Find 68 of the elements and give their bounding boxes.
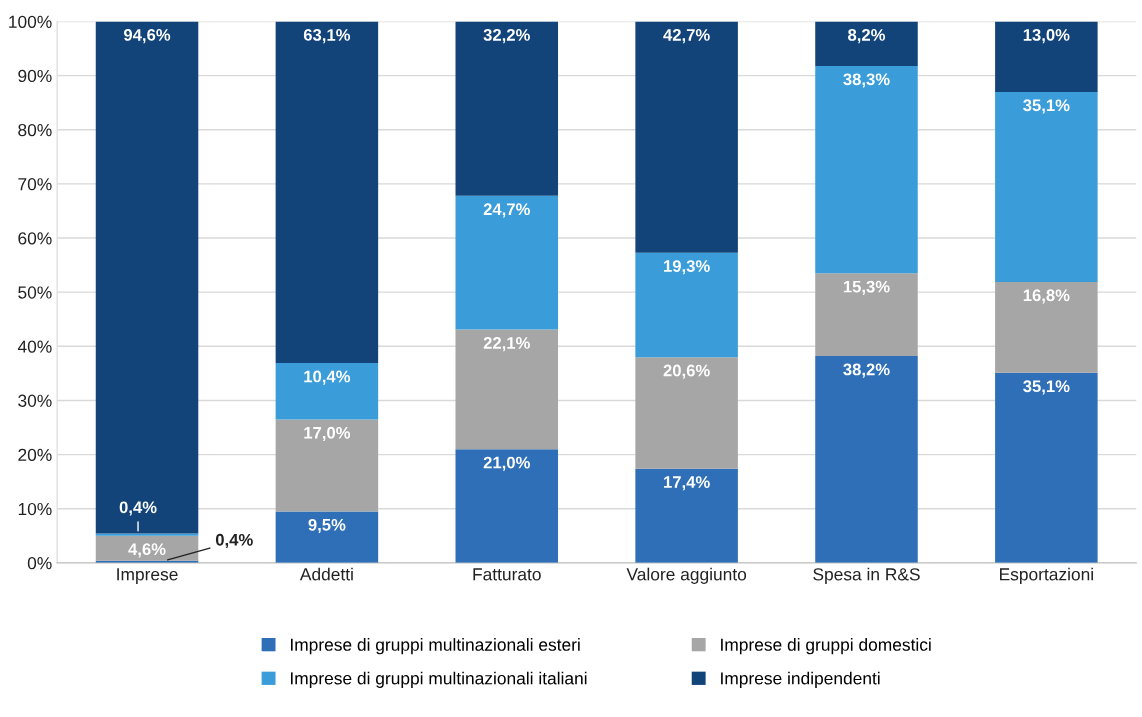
data-label: 16,8% xyxy=(1023,289,1070,304)
bar xyxy=(635,468,738,563)
bar xyxy=(275,21,379,364)
data-label: 13,0% xyxy=(1023,28,1070,44)
bar xyxy=(95,21,199,534)
bar xyxy=(995,91,1098,282)
y-tick-label: 10% xyxy=(18,502,52,516)
data-label: 38,2% xyxy=(843,363,890,378)
y-tick-label: 100% xyxy=(9,15,52,28)
data-label: 15,3% xyxy=(843,280,890,295)
legend-label: Imprese indipendenti xyxy=(721,671,880,688)
bar xyxy=(455,21,559,196)
data-label: 24,7% xyxy=(483,203,530,218)
data-label: 32,2% xyxy=(483,28,530,44)
data-label: 21,0% xyxy=(483,456,530,471)
x-tick-label: Esportazioni xyxy=(1000,567,1093,584)
y-tick-label: 50% xyxy=(18,286,52,299)
x-tick-label: Imprese xyxy=(117,568,178,584)
y-tick-label: 80% xyxy=(18,123,52,137)
bar xyxy=(275,419,379,512)
data-label: 17,4% xyxy=(664,476,710,491)
data-label: 63,1% xyxy=(303,28,351,44)
data-label: 22,1% xyxy=(483,337,530,352)
bar xyxy=(95,533,199,536)
data-label: 10,4% xyxy=(304,370,351,385)
y-tick-label: 90% xyxy=(18,69,52,83)
bar xyxy=(635,21,738,253)
bar xyxy=(815,21,918,66)
y-tick-label: 20% xyxy=(18,448,52,462)
data-label: 8,2% xyxy=(848,28,886,44)
bar xyxy=(455,449,559,563)
bar xyxy=(95,535,199,561)
data-label: 20,6% xyxy=(663,364,710,379)
y-tick-label: 30% xyxy=(18,394,52,407)
y-tick-label: 0% xyxy=(27,557,52,570)
data-label: 19,3% xyxy=(664,260,710,275)
x-tick-label: Addetti xyxy=(299,567,353,581)
bar xyxy=(995,281,1098,373)
data-label: 17,0% xyxy=(304,426,351,442)
bar xyxy=(995,21,1098,92)
data-label: 35,1% xyxy=(1023,99,1070,114)
x-tick-label: Spesa in R&S xyxy=(813,567,920,584)
x-tick-label: Fatturato xyxy=(473,568,541,581)
bar xyxy=(455,195,559,330)
bar xyxy=(275,363,379,420)
bar xyxy=(815,356,918,563)
y-tick-label: 40% xyxy=(17,340,52,353)
bar xyxy=(635,357,738,469)
y-tick-label: 70% xyxy=(18,178,52,191)
legend-label: Imprese di gruppi multinazionali italiani xyxy=(291,671,587,688)
data-label: 35,1% xyxy=(1023,380,1070,395)
data-label: 0,4% xyxy=(215,533,253,549)
bar xyxy=(275,511,379,563)
bar xyxy=(815,65,918,274)
bar xyxy=(995,372,1098,563)
bar xyxy=(635,252,738,358)
x-tick-label: Valore aggiunto xyxy=(626,567,747,584)
legend-label: Imprese di gruppi multinazionali esteri xyxy=(291,638,580,655)
data-label: 42,7% xyxy=(663,28,710,44)
data-label: 38,3% xyxy=(843,73,890,88)
data-label: 94,6% xyxy=(123,28,171,44)
bar xyxy=(455,329,559,450)
data-label: 0,4% xyxy=(119,501,157,516)
data-label: 9,5% xyxy=(308,518,346,534)
bar xyxy=(815,273,918,357)
legend-label: Imprese di gruppi domestici xyxy=(721,638,931,655)
data-label: 4,6% xyxy=(128,543,166,558)
y-tick-label: 60% xyxy=(18,232,52,245)
